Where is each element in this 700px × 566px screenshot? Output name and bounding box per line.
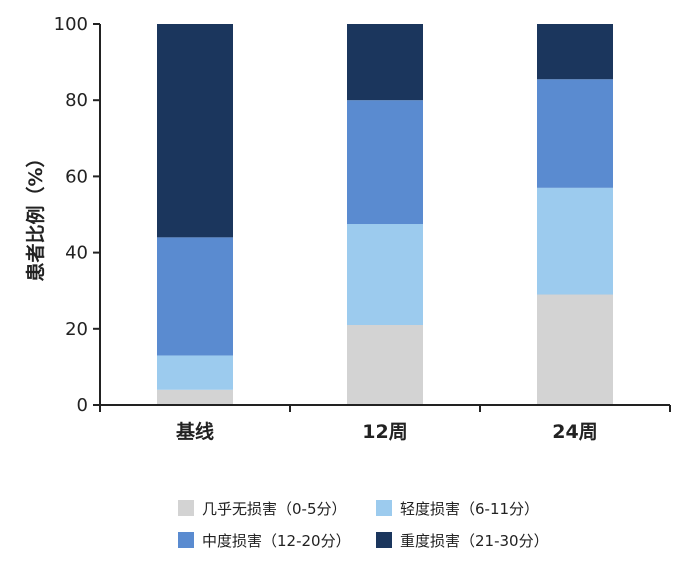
legend-swatch-0 bbox=[178, 500, 194, 516]
bar-segment-2-1 bbox=[537, 187, 613, 295]
legend-label-3: 重度损害（21-30分） bbox=[400, 532, 549, 550]
bar-segment-1-3 bbox=[347, 24, 423, 101]
x-category-label-0: 基线 bbox=[175, 420, 214, 443]
axes-group bbox=[99, 24, 670, 406]
bar-segment-0-0 bbox=[157, 389, 233, 405]
y-tick-label-1: 20 bbox=[65, 319, 88, 340]
legend-swatch-2 bbox=[178, 532, 194, 548]
bar-segment-1-0 bbox=[347, 324, 423, 405]
y-tick-label-5: 100 bbox=[54, 14, 88, 35]
bar-segment-0-2 bbox=[157, 237, 233, 356]
legend-label-1: 轻度损害（6-11分） bbox=[400, 500, 539, 518]
x-category-label-1: 12周 bbox=[362, 421, 407, 443]
bar-segment-2-2 bbox=[537, 79, 613, 188]
bar-segment-0-3 bbox=[157, 24, 233, 238]
x-category-label-2: 24周 bbox=[552, 421, 597, 443]
y-tick-label-4: 80 bbox=[65, 90, 88, 111]
y-axis-title: 患者比例（%） bbox=[24, 148, 47, 281]
y-tick-label-3: 60 bbox=[65, 166, 88, 187]
bar-segment-1-1 bbox=[347, 224, 423, 325]
y-tick-label-2: 40 bbox=[65, 243, 88, 264]
legend-label-2: 中度损害（12-20分） bbox=[202, 532, 351, 550]
bar-segment-2-3 bbox=[537, 24, 613, 80]
bars-group bbox=[157, 24, 613, 405]
y-ticks-group: 0 20 40 60 80 100 bbox=[54, 14, 100, 416]
bar-segment-0-1 bbox=[157, 355, 233, 390]
legend: 几乎无损害（0-5分） 轻度损害（6-11分） 中度损害（12-20分） 重度损害（2… bbox=[178, 500, 549, 550]
bar-segment-1-2 bbox=[347, 100, 423, 225]
bar-segment-2-0 bbox=[537, 294, 613, 405]
legend-label-0: 几乎无损害（0-5分） bbox=[202, 500, 347, 518]
legend-swatch-3 bbox=[376, 532, 392, 548]
x-ticks-group: 基线 12周 24周 bbox=[99, 405, 671, 443]
legend-swatch-1 bbox=[376, 500, 392, 516]
y-tick-label-0: 0 bbox=[77, 395, 88, 416]
